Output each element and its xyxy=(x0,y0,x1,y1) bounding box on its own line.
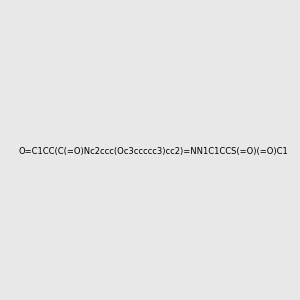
Text: O=C1CC(C(=O)Nc2ccc(Oc3ccccc3)cc2)=NN1C1CCS(=O)(=O)C1: O=C1CC(C(=O)Nc2ccc(Oc3ccccc3)cc2)=NN1C1C… xyxy=(19,147,289,156)
